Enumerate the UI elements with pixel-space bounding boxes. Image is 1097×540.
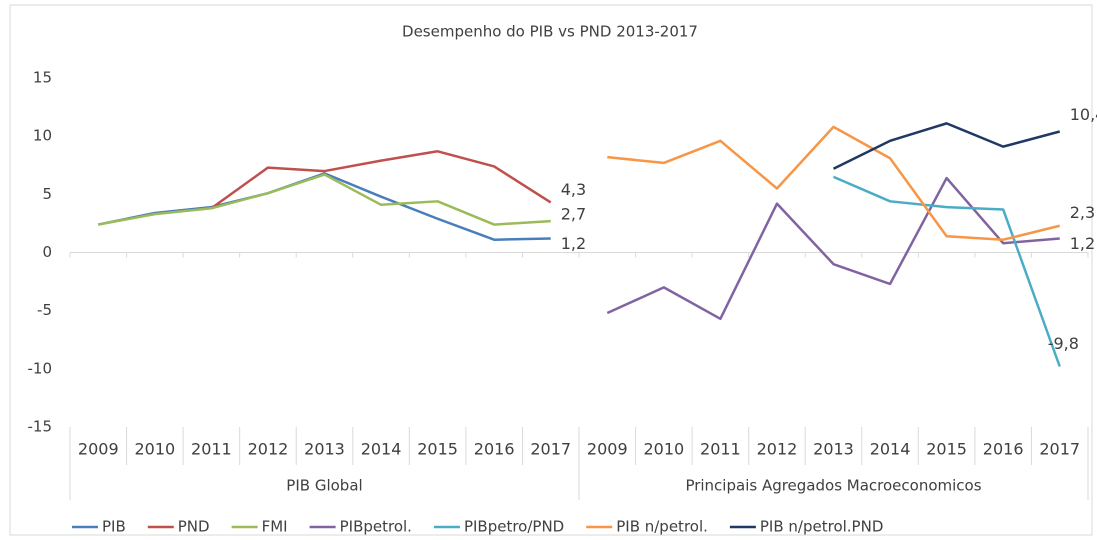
series-line — [210, 150, 552, 210]
legend-label: PIB n/petrol.PND — [760, 518, 884, 536]
legend-label: PIBpetrol. — [340, 518, 412, 536]
data-label: 4,3 — [561, 180, 586, 199]
y-tick-label: 10 — [33, 127, 52, 145]
x-tick-label: 2012 — [757, 440, 798, 459]
x-tick-label: 2014 — [870, 440, 911, 459]
series-line — [832, 122, 1061, 170]
x-tick-label: 2010 — [643, 440, 684, 459]
x-tick-label: 2017 — [1039, 440, 1080, 459]
x-tick-label: 2015 — [417, 440, 458, 459]
group-label: PIB Global — [286, 477, 362, 495]
data-label: 1,2 — [561, 234, 586, 253]
legend-label: PND — [178, 518, 210, 536]
x-tick-label: 2009 — [587, 440, 628, 459]
y-tick-label: -15 — [28, 418, 53, 436]
series-line — [607, 125, 1061, 241]
data-label: 2,7 — [561, 205, 586, 224]
x-tick-label: 2011 — [700, 440, 741, 459]
x-tick-label: 2012 — [248, 440, 289, 459]
x-tick-label: 2013 — [304, 440, 345, 459]
x-tick-label: 2010 — [134, 440, 175, 459]
group-label: Principais Agregados Macroeconomicos — [685, 477, 981, 495]
data-label: 10,4 — [1070, 105, 1097, 124]
legend-label: FMI — [262, 518, 288, 536]
x-tick-label: 2013 — [813, 440, 854, 459]
data-label: 1,2 — [1070, 234, 1095, 253]
x-tick-label: 2011 — [191, 440, 232, 459]
legend-label: PIBpetro/PND — [464, 518, 564, 536]
x-tick-label: 2017 — [530, 440, 571, 459]
x-tick-label: 2016 — [474, 440, 515, 459]
x-tick-label: 2016 — [983, 440, 1024, 459]
data-label: -9,8 — [1048, 334, 1079, 353]
chart-border — [9, 4, 1093, 536]
legend-label: PIB — [102, 518, 126, 536]
y-tick-label: 0 — [42, 243, 52, 261]
y-tick-label: -10 — [28, 359, 53, 377]
y-tick-label: 15 — [33, 69, 52, 87]
chart-title: Desempenho do PIB vs PND 2013-2017 — [402, 23, 698, 41]
y-tick-label: -5 — [37, 301, 52, 319]
legend-label: PIB n/petrol. — [616, 518, 708, 536]
series-line — [98, 172, 551, 241]
data-label: 2,3 — [1070, 203, 1095, 222]
x-tick-label: 2014 — [361, 440, 402, 459]
series-line — [606, 176, 1060, 321]
y-tick-label: 5 — [42, 185, 52, 203]
series-line — [98, 173, 551, 226]
x-tick-label: 2015 — [926, 440, 967, 459]
x-tick-label: 2009 — [78, 440, 119, 459]
series-line — [833, 175, 1061, 367]
